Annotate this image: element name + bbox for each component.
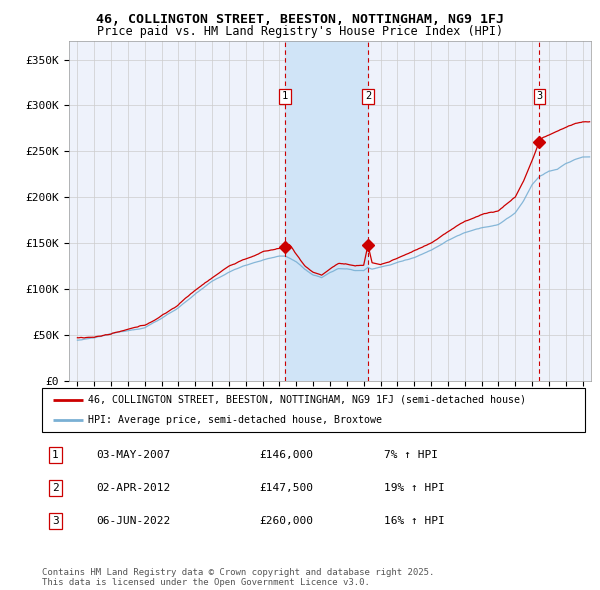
Text: 2: 2: [365, 91, 371, 101]
Text: 03-MAY-2007: 03-MAY-2007: [97, 450, 170, 460]
Text: 06-JUN-2022: 06-JUN-2022: [97, 516, 170, 526]
Bar: [285, 41, 368, 381]
Text: Price paid vs. HM Land Registry's House Price Index (HPI): Price paid vs. HM Land Registry's House …: [97, 25, 503, 38]
Text: 1: 1: [282, 91, 289, 101]
Text: Contains HM Land Registry data © Crown copyright and database right 2025.
This d: Contains HM Land Registry data © Crown c…: [42, 568, 434, 587]
Text: £260,000: £260,000: [259, 516, 313, 526]
Text: 2: 2: [52, 483, 59, 493]
Text: 46, COLLINGTON STREET, BEESTON, NOTTINGHAM, NG9 1FJ: 46, COLLINGTON STREET, BEESTON, NOTTINGH…: [96, 13, 504, 26]
Text: 46, COLLINGTON STREET, BEESTON, NOTTINGHAM, NG9 1FJ (semi-detached house): 46, COLLINGTON STREET, BEESTON, NOTTINGH…: [88, 395, 526, 405]
Text: 7% ↑ HPI: 7% ↑ HPI: [384, 450, 438, 460]
Text: 19% ↑ HPI: 19% ↑ HPI: [384, 483, 445, 493]
Text: 3: 3: [536, 91, 542, 101]
Text: 3: 3: [52, 516, 59, 526]
Text: 02-APR-2012: 02-APR-2012: [97, 483, 170, 493]
Text: HPI: Average price, semi-detached house, Broxtowe: HPI: Average price, semi-detached house,…: [88, 415, 382, 425]
Text: 16% ↑ HPI: 16% ↑ HPI: [384, 516, 445, 526]
Text: 1: 1: [52, 450, 59, 460]
Text: £146,000: £146,000: [259, 450, 313, 460]
Text: £147,500: £147,500: [259, 483, 313, 493]
